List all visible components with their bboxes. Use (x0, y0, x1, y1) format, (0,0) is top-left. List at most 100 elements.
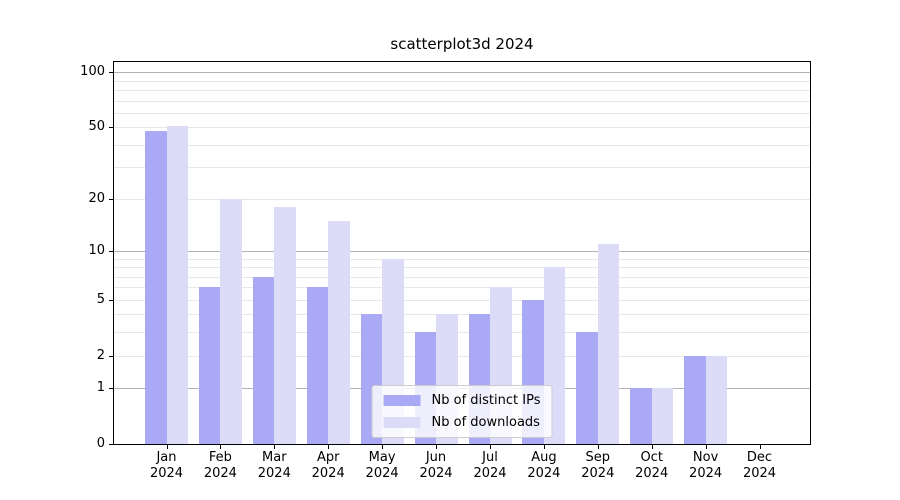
x-tick-mark-may-2024 (382, 445, 384, 449)
year-label: 2024 (149, 466, 184, 481)
year-label: 2024 (203, 466, 237, 481)
x-tick-mark-jun-2024 (436, 445, 437, 449)
x-tick-label-feb-2024: Feb 2024 (188, 450, 252, 482)
x-tick-label-may-2024: May 2024 (350, 450, 414, 482)
x-tick-mark-aug-2024 (543, 445, 545, 449)
x-tick-label-jul-2024: Jul 2024 (458, 450, 522, 482)
month-label: Feb (208, 450, 232, 465)
x-tick-mark-dec-2024 (759, 445, 761, 449)
x-tick-mark-oct-2024 (651, 445, 653, 449)
x-tick-label-aug-2024: Aug 2024 (512, 450, 576, 482)
month-label: Jan (156, 450, 177, 465)
legend: Nb of distinct IPs Nb of downloads (371, 385, 553, 438)
y-tick-label-100: 100 (80, 64, 105, 80)
y-tick-mark-1 (109, 388, 113, 390)
year-label: 2024 (635, 466, 669, 481)
bar-ips-jan-2024 (145, 130, 167, 444)
bar-downloads-apr-2024 (328, 220, 350, 444)
month-label: Mar (262, 450, 287, 465)
x-tick-mark-jan-2024 (166, 445, 168, 449)
y-tick-label-0: 0 (96, 436, 105, 451)
gridline-100 (114, 72, 810, 74)
x-tick-label-oct-2024: Oct 2024 (620, 450, 684, 482)
plot-area: Nb of distinct IPs Nb of downloads (113, 61, 811, 445)
bar-ips-feb-2024 (198, 287, 221, 444)
year-label: 2024 (473, 466, 507, 481)
y-tick-mark-100 (109, 72, 113, 74)
gridline-40 (114, 144, 810, 146)
bar-downloads-jan-2024 (166, 125, 188, 444)
gridline-90 (114, 80, 810, 82)
gridline-60 (114, 112, 810, 114)
year-label: 2024 (419, 466, 453, 481)
x-tick-mark-jul-2024 (490, 445, 491, 449)
legend-swatch-icon (383, 395, 421, 406)
legend-item-downloads: Nb of downloads (383, 415, 541, 430)
bar-downloads-nov-2024 (705, 355, 728, 444)
gridline-2 (114, 355, 810, 357)
month-label: Jun (425, 450, 447, 465)
bar-downloads-oct-2024 (651, 388, 674, 444)
legend-label: Nb of distinct IPs (431, 393, 541, 408)
year-label: 2024 (581, 466, 615, 481)
x-tick-mark-feb-2024 (220, 445, 222, 449)
bar-ips-oct-2024 (630, 388, 652, 444)
month-label: Jul (482, 450, 498, 465)
month-label: Aug (531, 450, 557, 465)
x-tick-label-jun-2024: Jun 2024 (404, 450, 468, 482)
month-label: Sep (585, 450, 611, 465)
bar-downloads-mar-2024 (274, 206, 296, 444)
x-tick-label-jan-2024: Jan 2024 (135, 450, 199, 482)
x-tick-label-dec-2024: Dec 2024 (728, 450, 792, 482)
y-tick-label-1: 1 (96, 380, 105, 396)
gridline-6 (114, 287, 810, 289)
month-label: Dec (746, 450, 773, 465)
y-tick-label-50: 50 (88, 119, 105, 135)
gridline-7 (114, 276, 810, 278)
gridline-4 (114, 314, 810, 316)
month-label: May (368, 450, 396, 465)
chart-title: scatterplot3d 2024 (390, 35, 534, 53)
year-label: 2024 (527, 466, 561, 481)
year-label: 2024 (742, 466, 777, 481)
gridline-8 (114, 267, 810, 268)
bar-ips-sep-2024 (576, 332, 598, 444)
gridline-9 (114, 258, 810, 260)
y-tick-label-10: 10 (88, 242, 105, 258)
gridline-80 (114, 90, 810, 92)
x-tick-mark-apr-2024 (328, 445, 330, 449)
bar-downloads-sep-2024 (597, 243, 620, 444)
gridline-20 (114, 198, 810, 200)
month-label: Apr (316, 450, 340, 465)
y-tick-label-20: 20 (88, 190, 105, 206)
month-label: Nov (692, 450, 719, 465)
gridline-50 (114, 127, 810, 129)
y-tick-mark-2 (109, 355, 113, 357)
bar-ips-apr-2024 (306, 287, 329, 444)
year-label: 2024 (365, 466, 399, 481)
y-tick-mark-0 (109, 444, 113, 445)
year-label: 2024 (689, 466, 723, 481)
x-tick-mark-mar-2024 (274, 445, 276, 449)
x-tick-label-apr-2024: Apr 2024 (296, 450, 360, 482)
y-tick-label-5: 5 (96, 291, 105, 307)
legend-item-distinct-ips: Nb of distinct IPs (383, 393, 541, 408)
x-tick-label-nov-2024: Nov 2024 (674, 450, 738, 482)
legend-swatch-icon (383, 417, 421, 428)
gridline-3 (114, 332, 810, 334)
bar-ips-nov-2024 (684, 355, 706, 444)
gridline-5 (114, 299, 810, 301)
gridline-10 (114, 250, 810, 252)
legend-label: Nb of downloads (431, 415, 540, 430)
bar-downloads-feb-2024 (220, 198, 242, 444)
x-tick-label-sep-2024: Sep 2024 (566, 450, 630, 482)
month-label: Oct (640, 450, 663, 465)
gridline-30 (114, 167, 810, 169)
year-label: 2024 (311, 466, 345, 481)
y-tick-mark-5 (109, 299, 113, 301)
x-tick-mark-sep-2024 (597, 445, 599, 449)
y-tick-mark-10 (109, 250, 113, 252)
gridline-70 (114, 100, 810, 102)
x-tick-mark-nov-2024 (705, 445, 707, 449)
